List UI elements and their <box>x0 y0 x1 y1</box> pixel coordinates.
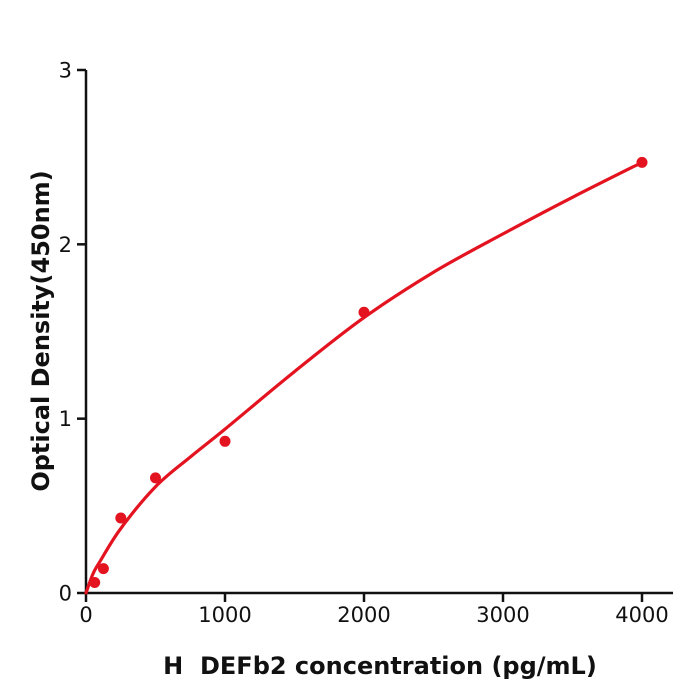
data-point <box>115 512 127 524</box>
y-tick-label: 3 <box>59 59 72 83</box>
x-axis-title: H DEFb2 concentration (pg/mL) <box>163 652 597 680</box>
y-tick-label: 2 <box>59 233 72 257</box>
x-tick-label: 3000 <box>476 603 529 627</box>
fit-curve <box>84 160 644 595</box>
x-tick-label: 4000 <box>615 603 668 627</box>
data-point <box>89 577 101 588</box>
data-point <box>636 156 648 168</box>
axes-spines <box>84 70 673 595</box>
x-tick-label: 2000 <box>337 603 390 627</box>
data-point <box>97 563 109 575</box>
data-point <box>219 435 231 447</box>
y-tick-label: 1 <box>59 407 72 431</box>
y-axis-title: Optical Density(450nm) <box>27 170 55 492</box>
y-tick-label: 0 <box>59 582 72 606</box>
data-point <box>150 472 161 484</box>
data-point <box>358 306 370 318</box>
x-tick-label: 0 <box>79 603 92 627</box>
x-tick-label: 1000 <box>198 603 251 627</box>
